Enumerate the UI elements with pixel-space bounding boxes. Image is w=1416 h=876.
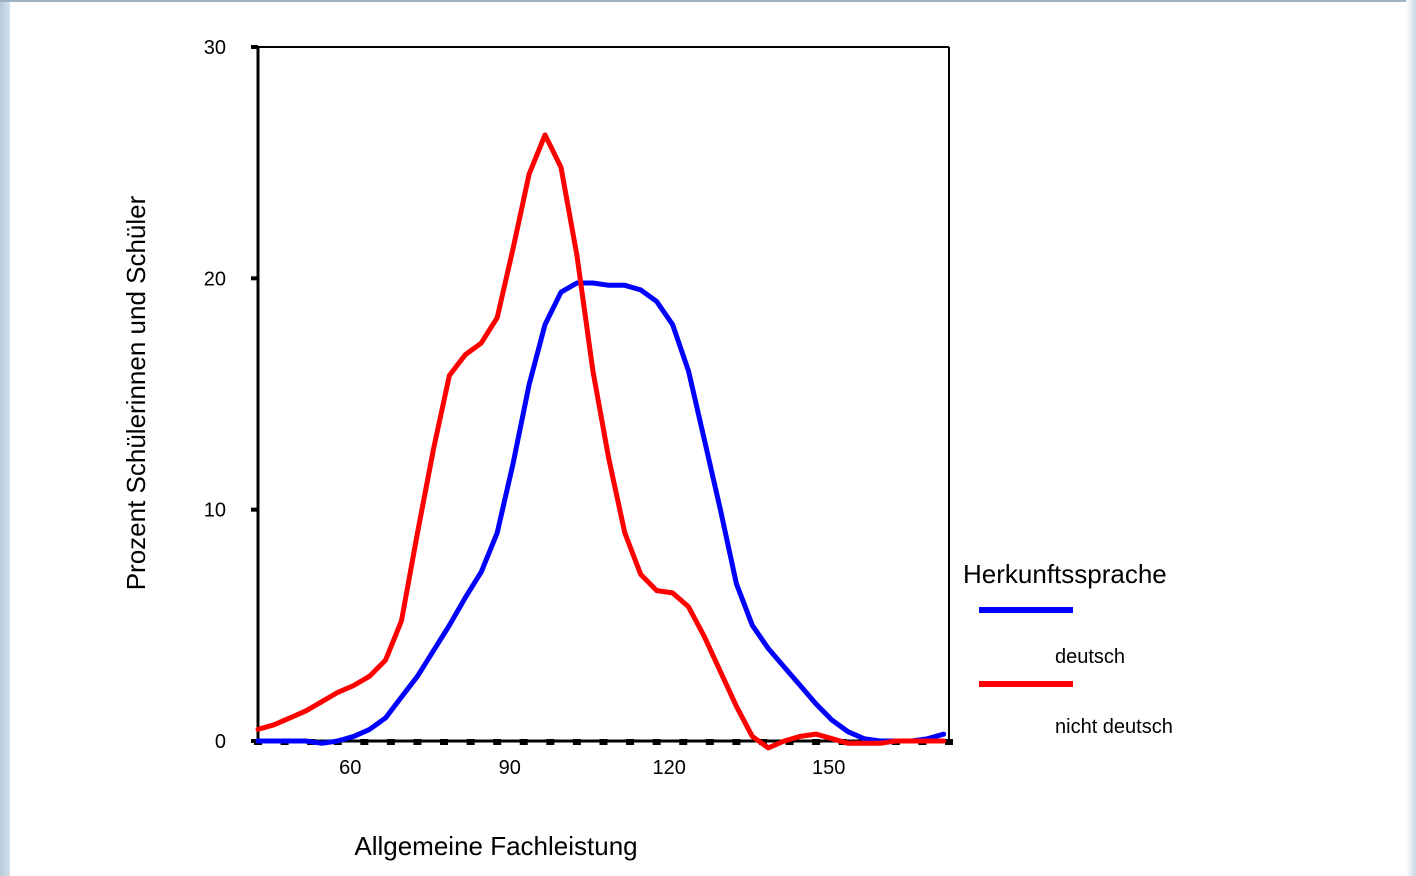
x-tick-label: 150: [812, 757, 845, 779]
series-lines: [255, 132, 947, 751]
x-tick: [413, 739, 422, 745]
x-tick: [360, 739, 369, 745]
series-line-1: [255, 280, 947, 746]
x-tick: [705, 739, 714, 745]
x-tick-label: 90: [499, 757, 521, 779]
plot-area: [256, 46, 950, 743]
x-tick: [599, 739, 608, 745]
legend: Herkunftssprache deutsch nicht deutsch: [963, 559, 1173, 738]
y-tick-label: 30: [204, 37, 226, 59]
y-axis: 0 10 20 30: [204, 37, 258, 753]
x-tick: [679, 739, 688, 745]
x-tick: [519, 739, 528, 745]
legend-title: Herkunftssprache: [963, 559, 1167, 589]
x-tick: [493, 739, 502, 745]
x-tick-label: 60: [339, 757, 361, 779]
x-tick: [652, 739, 661, 745]
y-tick-label: 20: [204, 268, 226, 290]
x-tick: [572, 739, 581, 745]
x-axis: 60 90 120 150: [254, 739, 953, 779]
x-axis-title: Allgemeine Fachleistung: [354, 831, 637, 861]
legend-label-1: deutsch: [1055, 646, 1125, 668]
legend-label-2: nicht deutsch: [1055, 716, 1173, 738]
x-tick: [440, 739, 449, 745]
series-line-2: [255, 132, 947, 751]
y-tick-label: 0: [215, 731, 226, 753]
x-tick: [626, 739, 635, 745]
top-border: [0, 0, 1416, 2]
x-tick: [386, 739, 395, 745]
x-tick: [812, 739, 821, 745]
x-tick: [466, 739, 475, 745]
y-tick-label: 10: [204, 500, 226, 522]
x-tick: [546, 739, 555, 745]
x-tick: [945, 739, 953, 745]
right-border: [1406, 0, 1416, 876]
y-axis-title: Prozent Schülerinnen und Schüler: [121, 195, 151, 590]
x-tick-label: 120: [653, 757, 686, 779]
x-tick: [732, 739, 741, 745]
